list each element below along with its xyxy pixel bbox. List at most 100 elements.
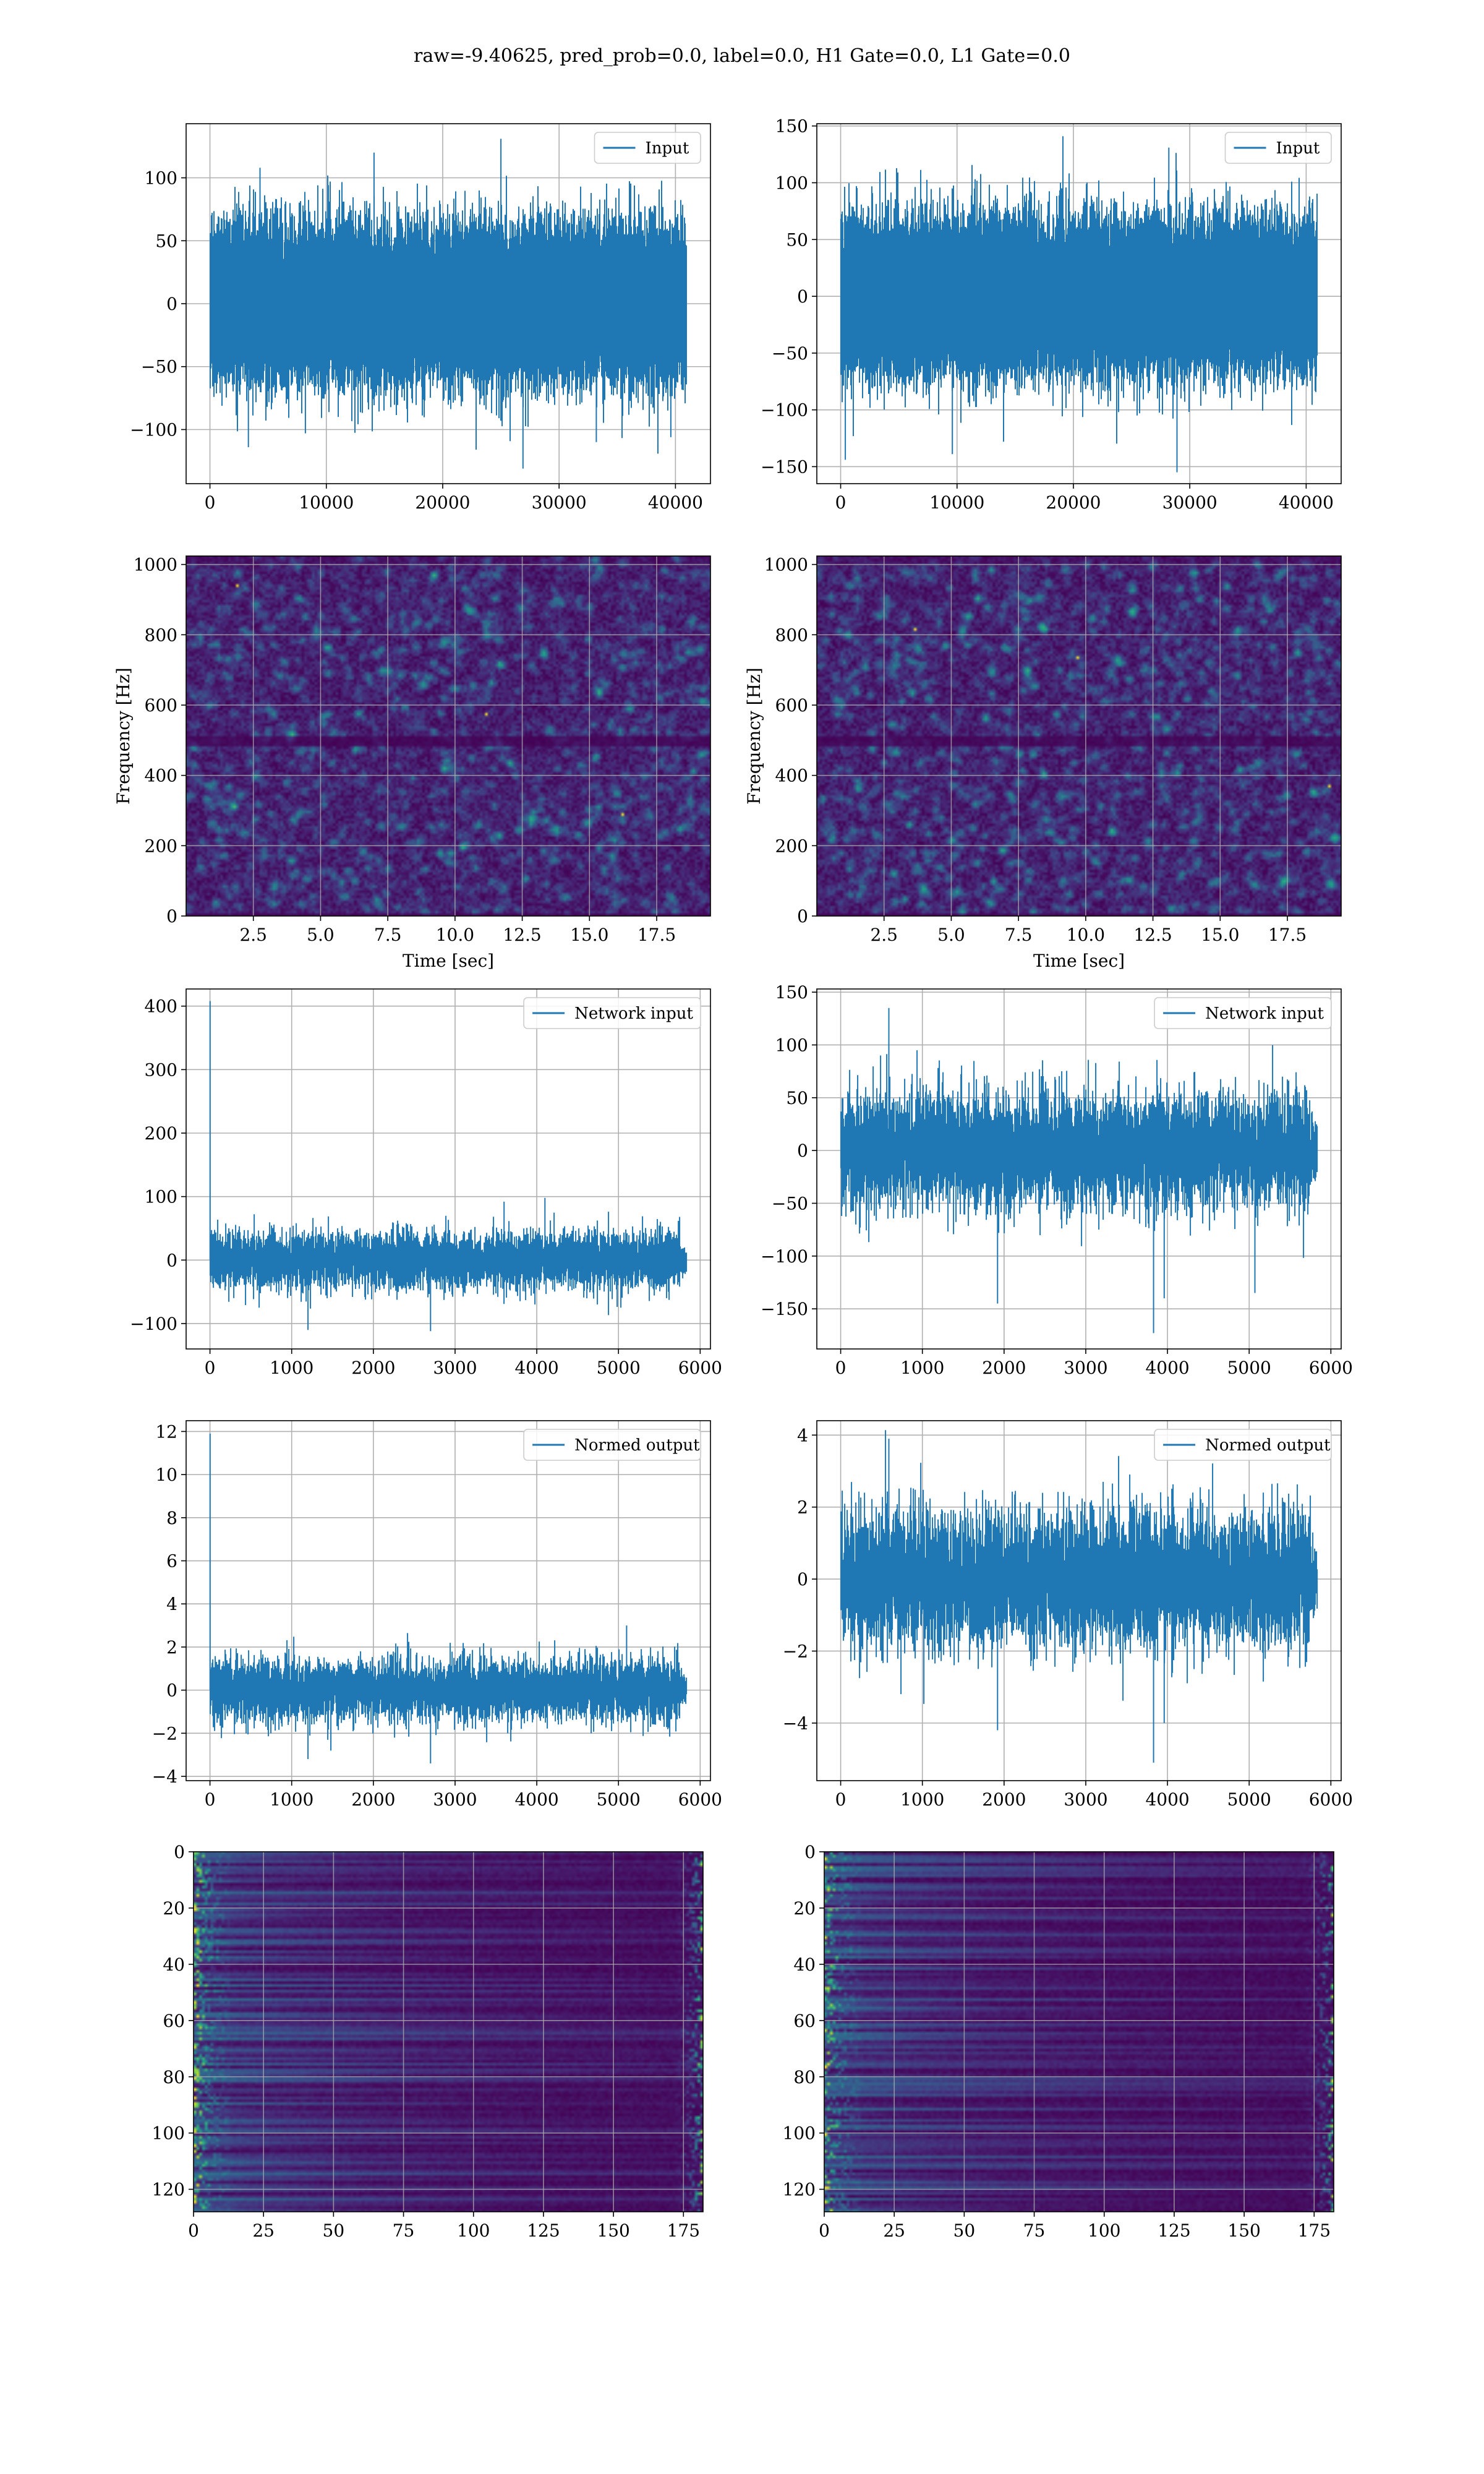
subplot-normed_h1: 0 1000 2000 3000 4000 5000 6000 −4 −2 0 2 4 6 8 10 12 No… — [152, 1420, 722, 1810]
x-tick-label: 4000 — [514, 1789, 558, 1810]
y-tick-label: 0 — [166, 1680, 177, 1701]
y-tick-label: −100 — [130, 1314, 177, 1334]
x-tick-label: 1000 — [900, 1358, 944, 1378]
subplot-input_h1: 0 10000 20000 30000 40000 −100 −50 0 50 100 Input — [130, 123, 711, 513]
y-tick-label: −100 — [130, 419, 177, 440]
x-tick-label: 5000 — [1227, 1358, 1271, 1378]
y-tick-label: 80 — [163, 2067, 185, 2087]
y-tick-label: 40 — [793, 1954, 816, 1975]
y-tick-label: 60 — [793, 2011, 816, 2031]
x-tick-label: 150 — [1227, 2220, 1260, 2241]
subplot-netin_l1: 0 1000 2000 3000 4000 5000 6000 −150 −100 −50 0 50 1… — [761, 982, 1353, 1378]
x-tick-label: 4000 — [1145, 1789, 1189, 1810]
subplot-spec_l1: 2.5 5.0 7.5 10.0 12.5 15.0 17.5 0 200 400 600 800 10… — [744, 555, 1342, 971]
y-tick-label: 200 — [775, 836, 808, 856]
x-tick-label: 2000 — [982, 1358, 1026, 1378]
legend-label: Input — [646, 139, 689, 158]
y-tick-label: 150 — [775, 982, 808, 1003]
x-tick-label: 75 — [393, 2220, 415, 2241]
y-tick-label: 800 — [145, 625, 177, 645]
subplot-spec_h1: 2.5 5.0 7.5 10.0 12.5 15.0 17.5 0 200 400 600 800 10… — [113, 555, 711, 971]
x-tick-label: 30000 — [1162, 492, 1217, 513]
y-tick-label: 200 — [145, 1123, 177, 1144]
y-tick-label: 12 — [155, 1421, 177, 1442]
y-tick-label: 50 — [786, 1088, 808, 1108]
x-axis-label: Time [sec] — [1033, 951, 1125, 971]
y-tick-label: 0 — [797, 286, 808, 307]
x-tick-label: 0 — [205, 1789, 216, 1810]
x-tick-label: 5.0 — [937, 925, 965, 945]
y-tick-label: 150 — [775, 116, 808, 137]
axes-frame — [186, 555, 711, 917]
y-tick-label: 800 — [775, 625, 808, 645]
x-tick-label: 10.0 — [436, 925, 474, 945]
y-tick-label: −150 — [761, 1299, 808, 1319]
y-tick-label: −50 — [772, 343, 808, 364]
y-tick-label: −4 — [783, 1713, 808, 1734]
x-tick-label: 17.5 — [1268, 925, 1307, 945]
y-tick-label: −150 — [761, 456, 808, 477]
axes-frame — [186, 1420, 711, 1781]
spectrogram-image — [186, 556, 710, 916]
x-tick-label: 3000 — [1064, 1789, 1107, 1810]
y-tick-label: 0 — [797, 906, 808, 927]
x-tick-label: 30000 — [532, 492, 587, 513]
x-tick-label: 150 — [597, 2220, 629, 2241]
legend: Input — [1224, 132, 1332, 164]
y-tick-label: −50 — [141, 357, 177, 377]
y-tick-label: 200 — [145, 836, 177, 856]
x-tick-label: 2000 — [982, 1789, 1026, 1810]
x-axis-label: Time [sec] — [403, 951, 494, 971]
y-tick-label: 20 — [793, 1898, 816, 1919]
x-tick-label: 20000 — [1046, 492, 1101, 513]
y-tick-label: 2 — [797, 1497, 808, 1518]
y-tick-label: 60 — [163, 2011, 185, 2031]
series-line — [840, 1008, 1318, 1333]
y-tick-label: 100 — [775, 1035, 808, 1055]
subplot-normed_l1: 0 1000 2000 3000 4000 5000 6000 −4 −2 0 2 4 Normed o… — [783, 1420, 1353, 1810]
x-tick-label: 1000 — [900, 1789, 944, 1810]
x-tick-label: 125 — [1158, 2220, 1190, 2241]
x-tick-label: 0 — [835, 1358, 846, 1378]
subplot-netin_h1: 0 1000 2000 3000 4000 5000 6000 −100 0 100 200 300 4… — [130, 988, 722, 1378]
axes-frame — [816, 988, 1342, 1350]
series-line — [840, 136, 1318, 473]
axes-frame — [193, 1851, 704, 2212]
legend: Network input — [523, 997, 701, 1029]
x-tick-label: 15.0 — [1201, 925, 1239, 945]
y-tick-label: −4 — [152, 1766, 177, 1787]
y-axis-label: Frequency [Hz] — [113, 667, 134, 804]
x-tick-label: 10000 — [929, 492, 984, 513]
x-tick-label: 10.0 — [1067, 925, 1105, 945]
y-tick-label: 400 — [145, 996, 177, 1017]
axes-frame — [816, 123, 1342, 484]
y-tick-label: −2 — [783, 1641, 808, 1661]
x-tick-label: 25 — [252, 2220, 275, 2241]
x-tick-label: 5000 — [597, 1358, 641, 1378]
legend: Input — [594, 132, 701, 164]
legend-box — [523, 997, 701, 1029]
x-tick-label: 6000 — [1309, 1358, 1353, 1378]
y-tick-label: 8 — [166, 1508, 177, 1528]
x-tick-label: 75 — [1023, 2220, 1046, 2241]
x-tick-label: 175 — [667, 2220, 700, 2241]
y-tick-label: 0 — [797, 1569, 808, 1590]
x-tick-label: 2000 — [351, 1358, 395, 1378]
x-tick-label: 6000 — [678, 1358, 722, 1378]
legend-box — [594, 132, 701, 164]
figure-title: raw=-9.40625, pred_prob=0.0, label=0.0, … — [414, 45, 1070, 67]
x-tick-label: 3000 — [1064, 1358, 1107, 1378]
y-tick-label: −2 — [152, 1723, 177, 1744]
y-tick-label: 4 — [166, 1594, 177, 1614]
x-tick-label: 175 — [1298, 2220, 1331, 2241]
y-tick-label: 50 — [155, 231, 177, 251]
x-tick-label: 25 — [883, 2220, 905, 2241]
y-tick-label: 0 — [804, 1842, 816, 1862]
x-tick-label: 0 — [205, 1358, 216, 1378]
x-tick-label: 4000 — [1145, 1358, 1189, 1378]
y-tick-label: −100 — [761, 1246, 808, 1267]
x-tick-label: 17.5 — [638, 925, 676, 945]
x-tick-label: 50 — [323, 2220, 345, 2241]
y-tick-label: 120 — [152, 2180, 185, 2200]
subplot-input_l1: 0 10000 20000 30000 40000 −150 −100 −50 0 50 100 15… — [761, 116, 1342, 513]
